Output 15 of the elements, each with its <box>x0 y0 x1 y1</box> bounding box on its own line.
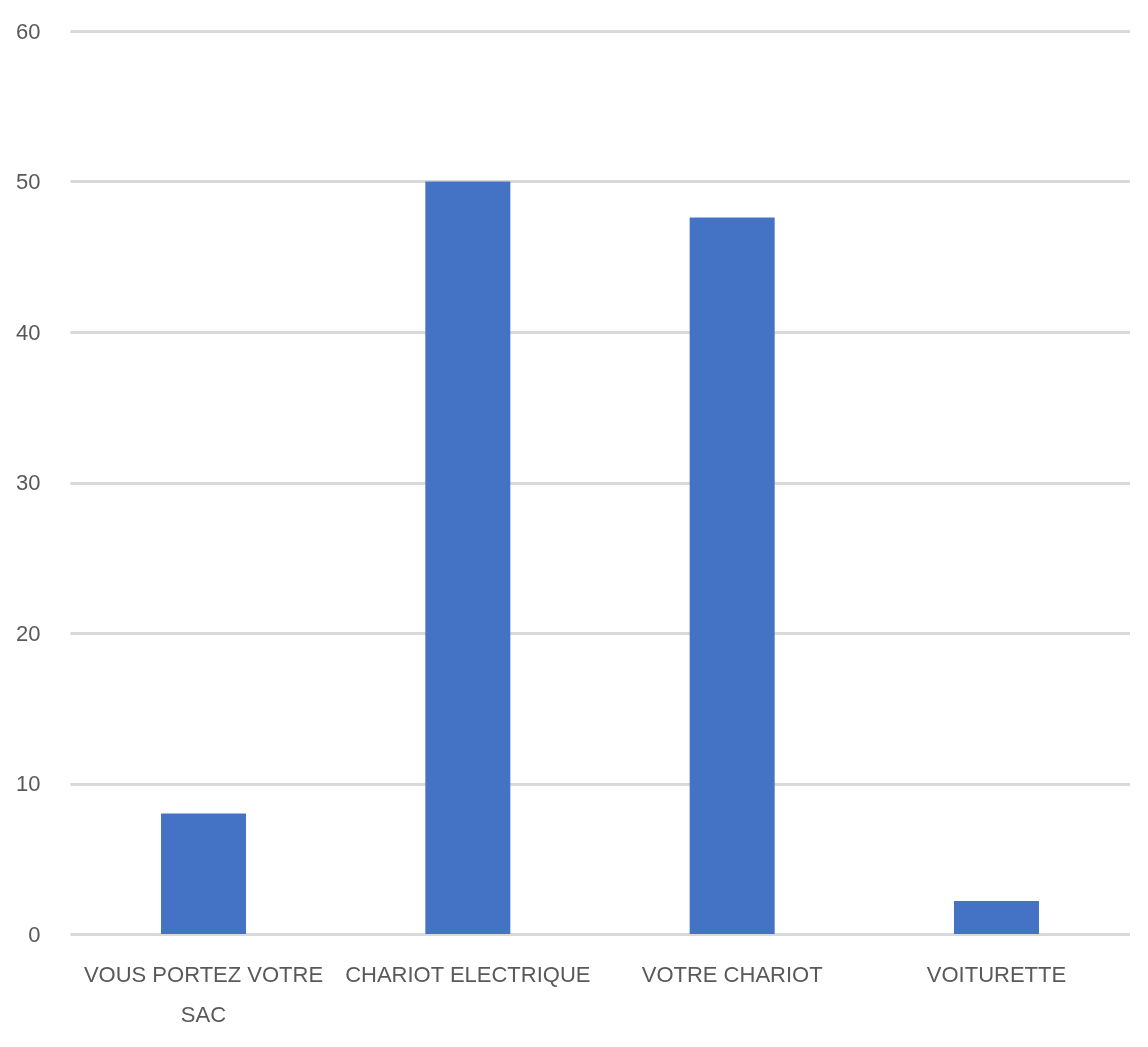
y-tick-label: 60 <box>16 18 41 44</box>
bar <box>160 813 246 934</box>
x-tick-label: VOTRE CHARIOT <box>641 961 823 987</box>
y-tick-label: 20 <box>16 620 41 646</box>
y-tick-label: 10 <box>16 771 41 796</box>
x-tick-label: VOITURETTE <box>926 961 1067 987</box>
bar <box>689 217 775 934</box>
y-tick-label: 50 <box>16 169 41 194</box>
x-tick-label: CHARIOT ELECTRIQUE <box>345 961 591 987</box>
y-tick-label: 40 <box>16 319 41 345</box>
bar <box>425 181 511 934</box>
y-tick-label: 30 <box>16 470 41 495</box>
y-tick-label: 0 <box>28 921 41 947</box>
x-tick-label: VOUS PORTEZ VOTRE SAC <box>83 961 324 1027</box>
bar <box>954 900 1040 934</box>
